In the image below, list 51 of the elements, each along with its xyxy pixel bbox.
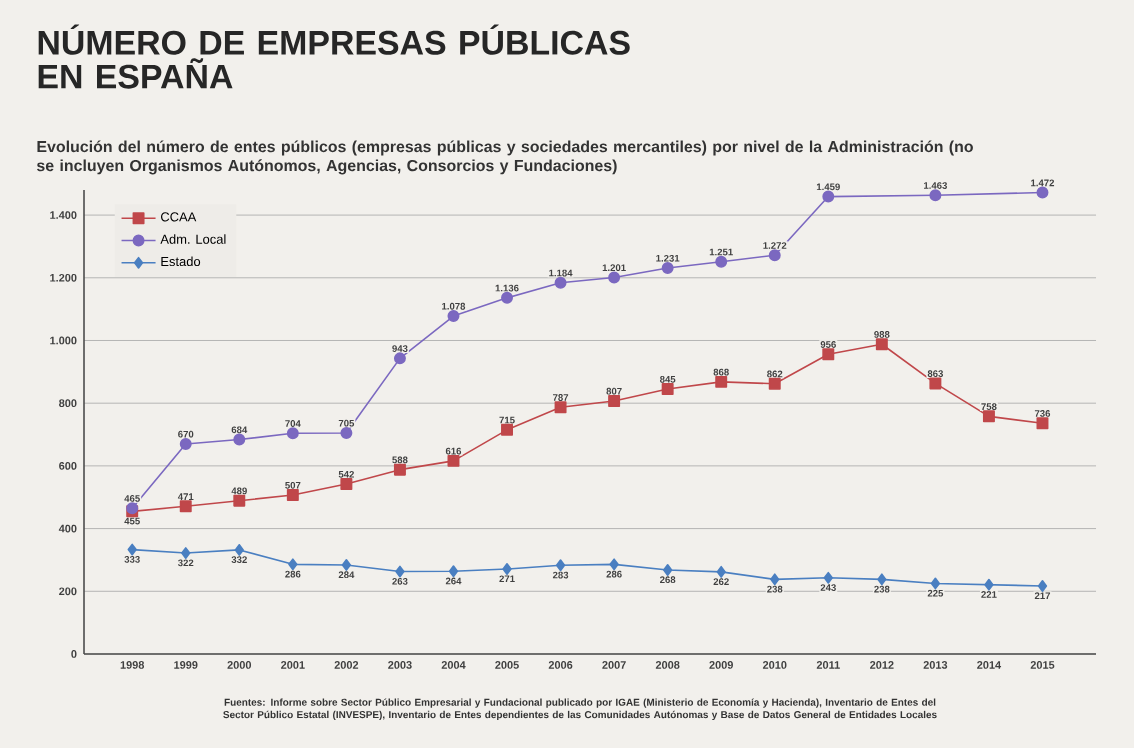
point xyxy=(715,375,728,388)
point xyxy=(823,571,833,584)
point xyxy=(501,291,513,304)
point xyxy=(393,463,406,476)
point xyxy=(608,395,621,407)
point xyxy=(286,427,299,440)
point xyxy=(233,433,246,446)
point xyxy=(393,352,406,365)
point xyxy=(179,500,192,513)
point xyxy=(984,578,994,591)
point xyxy=(1036,186,1049,199)
point xyxy=(502,563,512,576)
point xyxy=(929,377,942,390)
point xyxy=(288,558,298,571)
point xyxy=(877,573,887,586)
point xyxy=(181,547,191,560)
point xyxy=(447,454,460,467)
point xyxy=(554,276,567,289)
point xyxy=(447,310,460,323)
point xyxy=(716,565,726,578)
point xyxy=(234,543,244,556)
point xyxy=(930,577,941,590)
point xyxy=(608,271,621,284)
point xyxy=(768,377,781,390)
point xyxy=(661,383,674,396)
point xyxy=(1037,579,1048,592)
point xyxy=(822,190,835,203)
point xyxy=(554,401,567,414)
point xyxy=(341,558,352,571)
point xyxy=(286,489,299,502)
point xyxy=(179,437,192,450)
point xyxy=(340,478,353,491)
chart-title: NÚMERO DE EMPRESAS PÚBLICAS EN ESPAÑA xyxy=(38,24,630,89)
point xyxy=(822,348,835,361)
point xyxy=(770,573,780,586)
point xyxy=(395,565,405,578)
point xyxy=(1036,417,1049,430)
point xyxy=(340,426,353,439)
point xyxy=(661,262,674,275)
point xyxy=(662,564,673,576)
point xyxy=(127,543,137,556)
point xyxy=(555,559,566,572)
point xyxy=(501,423,513,436)
point xyxy=(233,494,246,507)
point xyxy=(715,255,728,268)
point xyxy=(609,558,619,571)
point xyxy=(875,338,888,351)
point xyxy=(448,565,459,578)
point xyxy=(929,189,942,202)
point xyxy=(982,410,995,423)
point xyxy=(768,249,781,262)
